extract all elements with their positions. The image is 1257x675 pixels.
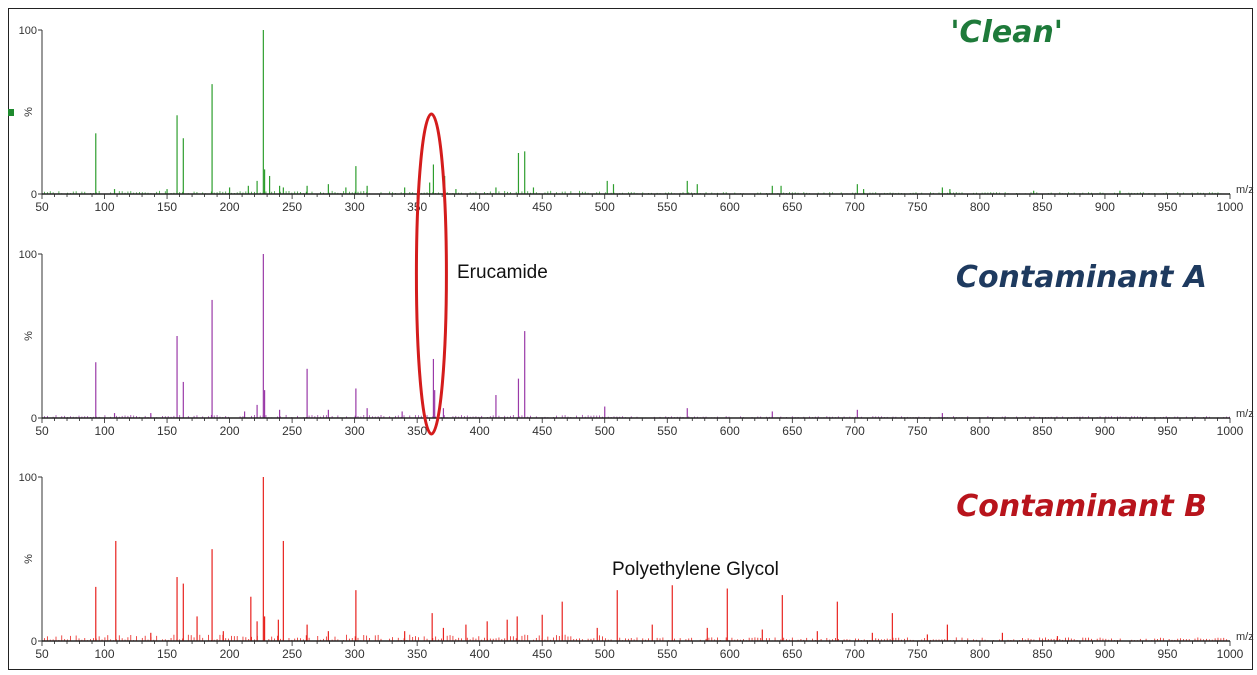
x-tick-label: 850 [1032,200,1052,214]
y-tick-label: 100 [19,472,37,484]
x-tick-label: 300 [345,424,365,438]
x-tick-label: 100 [95,424,115,438]
x-tick-label: 400 [470,647,490,661]
x-tick-label: 600 [720,647,740,661]
x-tick-label: 150 [157,200,177,214]
x-tick-label: 1000 [1217,424,1244,438]
y-tick-label: 100 [19,249,37,261]
panel-title: 'Clean' [950,15,1063,50]
x-tick-label: 950 [1157,424,1177,438]
x-tick-label: 600 [720,200,740,214]
x-tick-label: 1000 [1217,200,1244,214]
x-tick-label: 700 [845,200,865,214]
x-tick-label: 800 [970,200,990,214]
highlight-ellipse [414,112,448,436]
x-tick-label: 200 [220,424,240,438]
x-tick-label: 500 [595,424,615,438]
x-tick-label: 300 [345,200,365,214]
y-tick-label: 0 [31,413,37,425]
x-tick-label: 450 [532,424,552,438]
x-tick-label: 800 [970,424,990,438]
x-tick-label: 950 [1157,200,1177,214]
x-tick-label: 600 [720,424,740,438]
x-tick-label: 100 [95,200,115,214]
y-axis-label: % [23,331,35,341]
x-tick-label: 150 [157,424,177,438]
x-tick-label: 650 [782,424,802,438]
x-axis-label: m/z [1236,631,1254,643]
x-tick-label: 400 [470,200,490,214]
x-tick-label: 750 [907,200,927,214]
x-tick-label: 50 [35,200,49,214]
y-tick-label: 0 [31,636,37,648]
x-tick-label: 550 [657,200,677,214]
y-tick-label: 100 [19,25,37,37]
figure-frame [8,8,1253,670]
x-tick-label: 300 [345,647,365,661]
x-tick-label: 750 [907,647,927,661]
panel-title: Contaminant B [956,489,1207,524]
panel-title: Contaminant A [956,260,1207,295]
x-tick-label: 550 [657,424,677,438]
x-tick-label: 550 [657,647,677,661]
spectrum-panel-3: 0 100% 50 100 150 200 250 300 350 400 450 500 550 600… [19,472,1254,661]
x-tick-label: 450 [532,200,552,214]
x-tick-label: 850 [1032,424,1052,438]
x-tick-label: 850 [1032,647,1052,661]
x-tick-label: 250 [282,424,302,438]
x-tick-label: 650 [782,647,802,661]
x-tick-label: 650 [782,200,802,214]
x-tick-label: 350 [407,424,427,438]
y-tick-label: 0 [31,189,37,201]
x-tick-label: 500 [595,200,615,214]
peak-annotation: Polyethylene Glycol [612,559,779,580]
panel-marker [8,109,14,116]
x-tick-label: 100 [95,647,115,661]
y-axis-label: % [23,107,35,117]
x-axis-label: m/z [1236,408,1254,420]
x-tick-label: 800 [970,647,990,661]
x-tick-label: 150 [157,647,177,661]
x-tick-label: 50 [35,647,49,661]
x-tick-label: 200 [220,647,240,661]
x-tick-label: 200 [220,200,240,214]
x-tick-label: 500 [595,647,615,661]
x-tick-label: 900 [1095,424,1115,438]
x-tick-label: 900 [1095,200,1115,214]
x-tick-label: 750 [907,424,927,438]
peak-annotation: Erucamide [457,262,548,283]
x-tick-label: 950 [1157,647,1177,661]
x-tick-label: 900 [1095,647,1115,661]
x-tick-label: 700 [845,647,865,661]
spectrum-panel-2: 0 100% 50 100 150 200 250 300 350 400 450 500 550 600… [19,249,1254,438]
x-tick-label: 50 [35,424,49,438]
x-tick-label: 1000 [1217,647,1244,661]
baseline-noise [44,634,1230,641]
x-tick-label: 400 [470,424,490,438]
y-axis-label: % [23,554,35,564]
x-axis-label: m/z [1236,184,1254,196]
x-tick-label: 250 [282,647,302,661]
x-tick-label: 450 [532,647,552,661]
x-tick-label: 350 [407,647,427,661]
x-tick-label: 250 [282,200,302,214]
x-tick-label: 700 [845,424,865,438]
